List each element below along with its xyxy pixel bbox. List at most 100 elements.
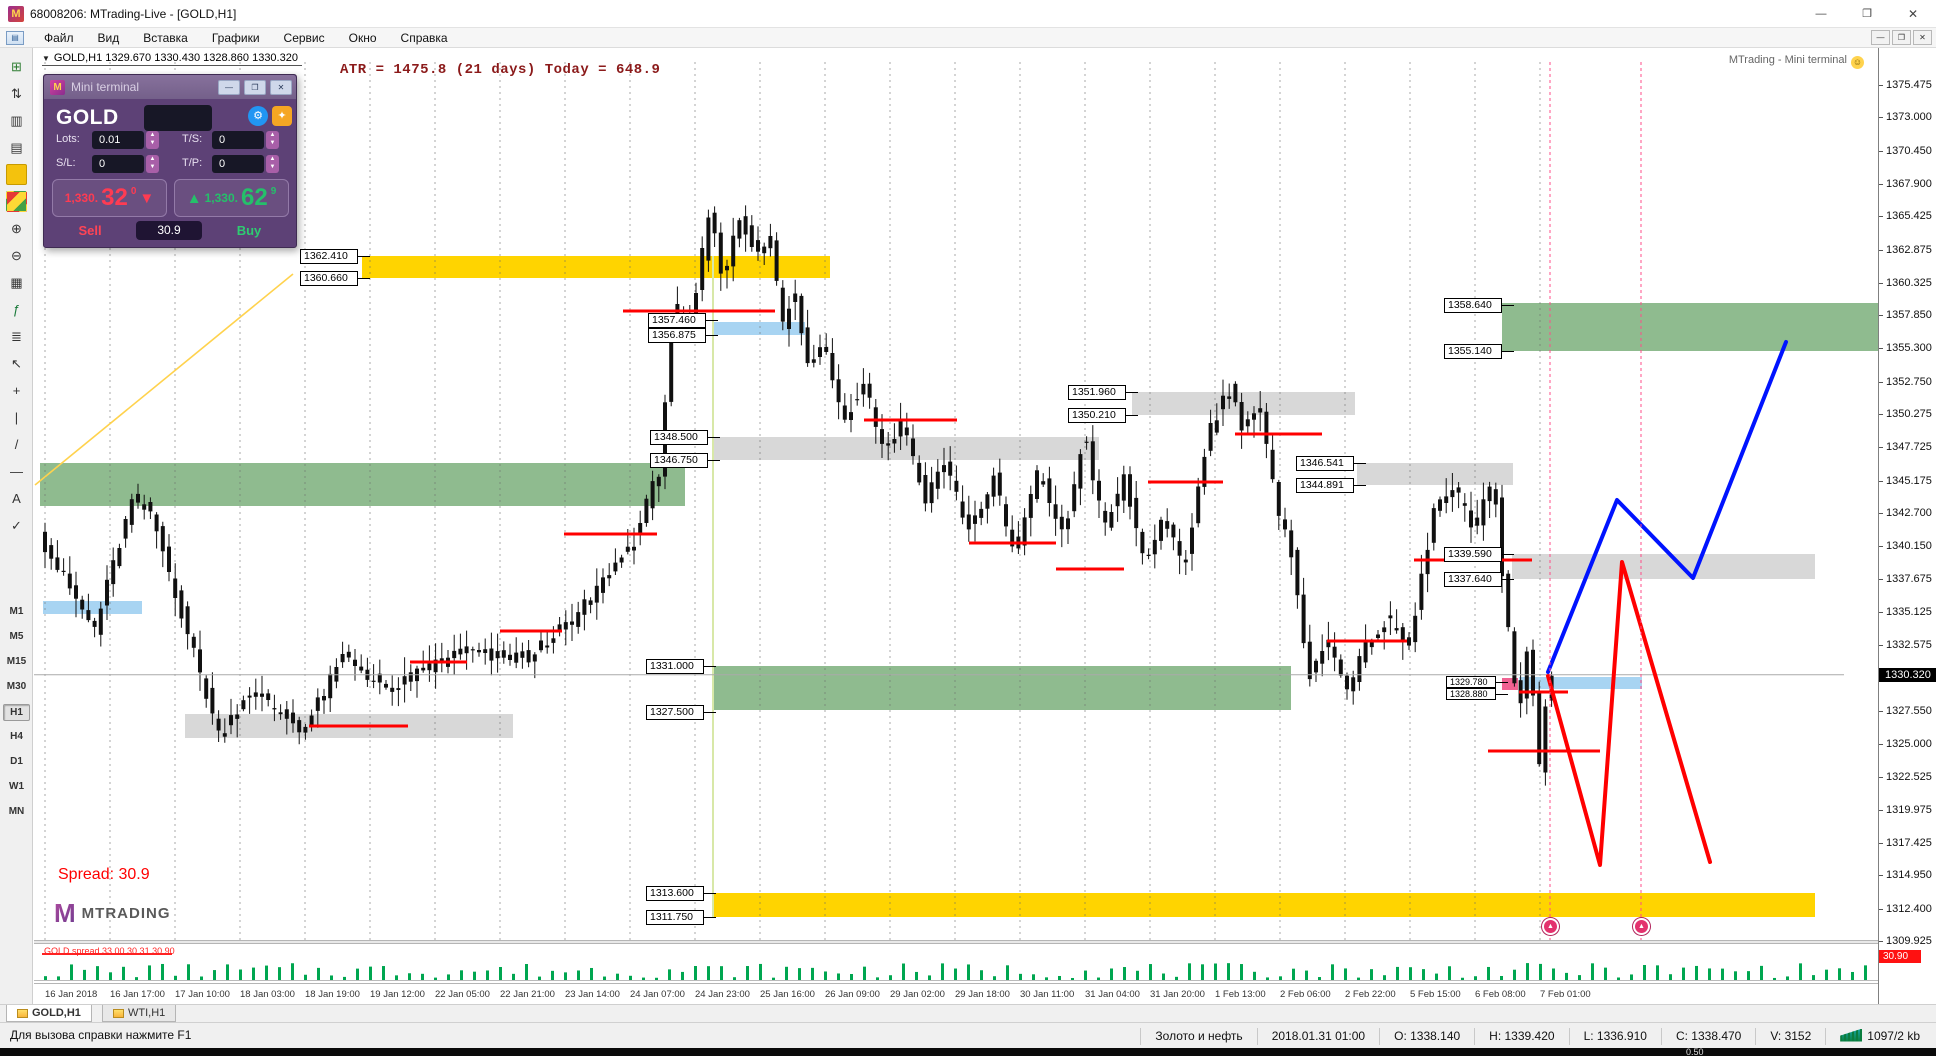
price-level-label[interactable]: 1348.500 bbox=[650, 429, 708, 445]
paint-bucket-icon[interactable] bbox=[6, 164, 27, 185]
trendline-icon[interactable]: / bbox=[14, 437, 19, 452]
sl-stepper[interactable]: ▲ ▼ bbox=[146, 155, 159, 173]
symbol-ohlc-header[interactable]: ▼ GOLD,H1 1329.670 1330.430 1328.860 1330… bbox=[42, 52, 302, 66]
mini-terminal-titlebar[interactable]: M Mini terminal — ❐ ✕ bbox=[44, 75, 296, 99]
menu-item-файл[interactable]: Файл bbox=[44, 30, 74, 45]
timeframe-m30-button[interactable]: M30 bbox=[6, 681, 27, 692]
arrows-icon[interactable]: ✓ bbox=[11, 518, 22, 533]
timeframe-mn-button[interactable]: MN bbox=[8, 806, 25, 817]
sell-caption[interactable]: Sell bbox=[78, 223, 102, 238]
menu-item-сервис[interactable]: Сервис bbox=[283, 30, 325, 45]
price-level-label[interactable]: 1355.140 bbox=[1444, 343, 1502, 359]
chart-minimize-button[interactable]: — bbox=[1871, 30, 1890, 45]
ts-input[interactable]: 0 bbox=[212, 131, 264, 149]
lots-stepper[interactable]: ▲ ▼ bbox=[146, 131, 159, 149]
new-order-icon[interactable]: ✦ bbox=[272, 106, 292, 126]
price-tick: 1314.950 bbox=[1886, 869, 1932, 882]
price-level-label[interactable]: 1356.875 bbox=[648, 327, 706, 343]
price-tick: 1325.000 bbox=[1886, 738, 1932, 751]
sl-input[interactable]: 0 bbox=[92, 155, 144, 173]
zoom-out-icon[interactable]: ⊖ bbox=[11, 248, 22, 263]
vertical-line-icon[interactable]: | bbox=[14, 410, 19, 425]
timeframe-h4-button[interactable]: H4 bbox=[10, 731, 23, 742]
menu-item-окно[interactable]: Окно bbox=[348, 30, 377, 45]
mini-terminal-minimize-button[interactable]: — bbox=[218, 79, 240, 95]
mini-terminal-combo[interactable] bbox=[144, 105, 212, 131]
subwindow-splitter[interactable] bbox=[34, 940, 1878, 944]
buy-caption[interactable]: Buy bbox=[236, 223, 262, 238]
crosshair-icon[interactable]: + bbox=[12, 383, 21, 398]
time-tick: 18 Jan 19:00 bbox=[305, 989, 360, 1000]
chart-restore-button[interactable]: ❐ bbox=[1892, 30, 1911, 45]
new-chart-icon[interactable]: ⊞ bbox=[11, 59, 22, 74]
minimize-button[interactable]: — bbox=[1815, 8, 1827, 20]
pan-icon[interactable]: ⇅ bbox=[11, 86, 22, 101]
menu-item-графики[interactable]: Графики bbox=[211, 30, 260, 45]
menu-item-справка[interactable]: Справка bbox=[400, 30, 448, 45]
ts-stepper[interactable]: ▲ ▼ bbox=[266, 131, 279, 149]
price-level-label[interactable]: 1358.640 bbox=[1444, 297, 1502, 313]
horizontal-line-icon[interactable]: — bbox=[10, 464, 23, 479]
menu-item-вставка[interactable]: Вставка bbox=[143, 30, 188, 45]
objects-list-icon[interactable]: ≣ bbox=[11, 329, 22, 344]
tp-stepper[interactable]: ▲ ▼ bbox=[266, 155, 279, 173]
price-level-label[interactable]: 1327.500 bbox=[646, 704, 704, 720]
tab-gold-h1[interactable]: GOLD,H1 bbox=[6, 1005, 92, 1022]
price-axis[interactable]: 1375.475 1373.000 1370.450 1367.900 1365.425… bbox=[1878, 48, 1936, 1022]
price-level-label[interactable]: 1344.891 bbox=[1296, 477, 1354, 493]
zoom-in-icon[interactable]: ⊕ bbox=[11, 221, 22, 236]
timeframe-d1-button[interactable]: D1 bbox=[10, 756, 23, 767]
time-axis[interactable]: 16 Jan 2018 16 Jan 17:00 17 Jan 10:00 18 Ja… bbox=[34, 986, 1878, 1004]
price-level-label[interactable]: 1360.660 bbox=[300, 270, 358, 286]
tab-wti-h1[interactable]: WTI,H1 bbox=[102, 1005, 177, 1022]
timeframe-m5-button[interactable]: M5 bbox=[9, 631, 24, 642]
mini-terminal-restore-button[interactable]: ❐ bbox=[244, 79, 266, 95]
price-level-label[interactable]: 1331.000 bbox=[646, 658, 704, 674]
price-level-label[interactable]: 1313.600 bbox=[646, 885, 704, 901]
candlestick-plot bbox=[34, 62, 1844, 941]
timeframe-m1-button[interactable]: M1 bbox=[9, 606, 24, 617]
price-level-label[interactable]: 1350.210 bbox=[1068, 407, 1126, 423]
menu-item-вид[interactable]: Вид bbox=[97, 30, 120, 45]
price-level-label[interactable]: 1328.880 bbox=[1446, 688, 1496, 700]
price-level-label[interactable]: 1337.640 bbox=[1444, 571, 1502, 587]
cursor-icon[interactable]: ↖ bbox=[11, 356, 22, 371]
bottom-strip: 0.50 bbox=[0, 1047, 1936, 1056]
price-level-label[interactable]: 1339.590 bbox=[1444, 546, 1502, 562]
price-level-label[interactable]: 1329.780 bbox=[1446, 676, 1496, 688]
timeframe-m15-button[interactable]: M15 bbox=[6, 656, 27, 667]
sell-button[interactable]: 1,330. 32 0 ▼ bbox=[52, 179, 167, 217]
price-alert-icon[interactable]: ▲ bbox=[1633, 918, 1650, 935]
price-level-label[interactable]: 1346.750 bbox=[650, 452, 708, 468]
price-tick: 1342.700 bbox=[1886, 507, 1932, 520]
chart-area[interactable]: ▼ GOLD,H1 1329.670 1330.430 1328.860 1330… bbox=[34, 48, 1936, 1022]
price-level-label[interactable]: 1357.460 bbox=[648, 312, 706, 328]
timeframe-w1-button[interactable]: W1 bbox=[9, 781, 24, 792]
price-level-label[interactable]: 1346.541 bbox=[1296, 455, 1354, 471]
tp-input[interactable]: 0 bbox=[212, 155, 264, 173]
time-tick: 6 Feb 08:00 bbox=[1475, 989, 1526, 1000]
chart-shift-icon[interactable]: ▤ bbox=[10, 140, 23, 155]
maximize-button[interactable]: ❐ bbox=[1862, 8, 1872, 20]
text-label-icon[interactable]: A bbox=[12, 491, 21, 506]
mini-terminal-close-button[interactable]: ✕ bbox=[270, 79, 292, 95]
footer-ticker: 0.50 bbox=[1686, 1047, 1704, 1056]
gear-icon[interactable]: ⚙ bbox=[248, 106, 268, 126]
palette-icon[interactable] bbox=[6, 191, 27, 212]
price-tick: 1347.725 bbox=[1886, 441, 1932, 454]
price-level-label[interactable]: 1311.750 bbox=[646, 909, 704, 925]
timeframe-h1-button[interactable]: H1 bbox=[3, 704, 30, 721]
close-button[interactable]: ✕ bbox=[1907, 7, 1919, 21]
zone-band-green bbox=[1502, 303, 1878, 351]
buy-button[interactable]: ▲ 1,330. 62 9 bbox=[174, 179, 289, 217]
grid-icon[interactable]: ▦ bbox=[10, 275, 23, 290]
lots-input[interactable]: 0.01 bbox=[92, 131, 144, 149]
chart-close-button[interactable]: ✕ bbox=[1913, 30, 1932, 45]
indicators-icon[interactable]: ƒ bbox=[12, 302, 21, 317]
price-level-label[interactable]: 1362.410 bbox=[300, 248, 358, 264]
tile-windows-icon[interactable]: ▥ bbox=[10, 113, 23, 128]
price-alert-icon[interactable]: ▲ bbox=[1542, 918, 1559, 935]
price-level-label[interactable]: 1351.960 bbox=[1068, 384, 1126, 400]
spread-underline bbox=[42, 953, 172, 955]
ts-label: T/S: bbox=[182, 133, 203, 145]
